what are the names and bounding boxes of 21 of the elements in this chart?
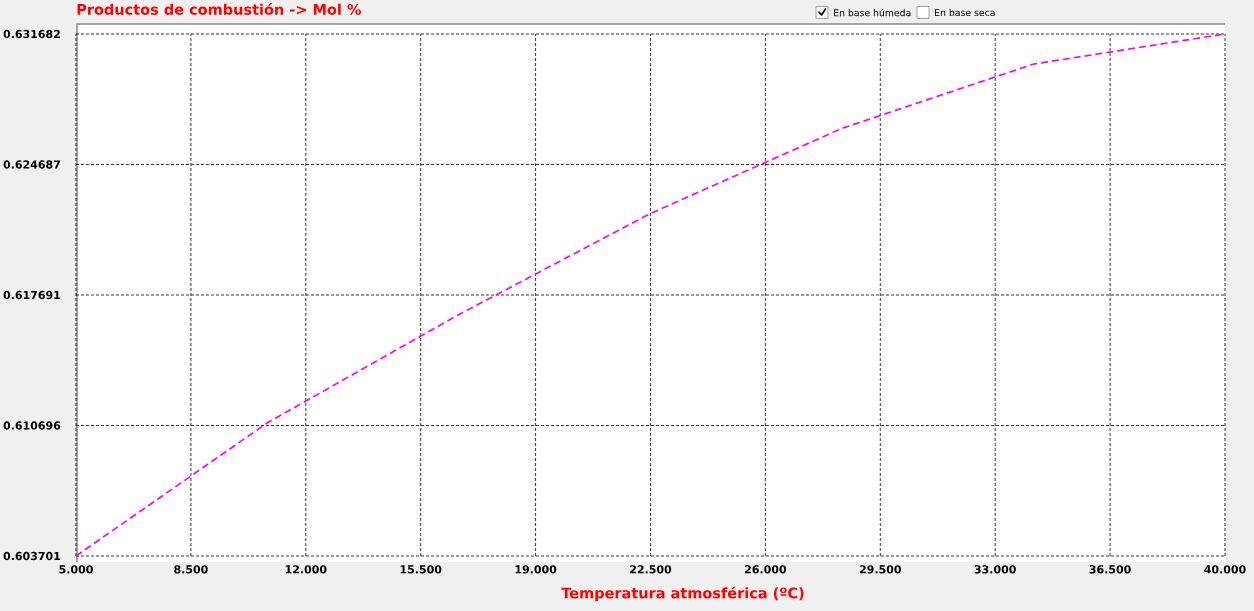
x-tick-label: 36.500	[1089, 565, 1131, 574]
x-tick-label: 26.000	[745, 565, 787, 574]
y-tick-label: 0.610696	[3, 421, 61, 430]
x-tick-label: 29.500	[859, 565, 901, 574]
x-axis-title: Temperatura atmosférica (ºC)	[561, 586, 804, 602]
y-tick-label: 0.631682	[3, 29, 60, 39]
y-tick-label: 0.617691	[3, 290, 61, 300]
x-tick-label: 12.000	[285, 565, 327, 574]
chart-title: Productos de combustión -> Mol %	[77, 3, 361, 15]
x-tick-label: 8.500	[174, 565, 208, 574]
x-tick-label: 19.000	[515, 565, 557, 574]
x-tick-label: 40.000	[1204, 565, 1246, 574]
line-series	[76, 33, 1225, 556]
x-tick-label: 22.500	[630, 565, 672, 574]
y-tick-label: 0.624687	[3, 160, 60, 169]
text: En base húmeda	[834, 8, 911, 17]
text: En base seca	[935, 8, 995, 17]
x-tick-label: 15.500	[400, 565, 442, 574]
x-tick-label: 5.000	[59, 565, 93, 574]
y-tick-label: 0.603701	[3, 551, 61, 561]
x-tick-label: 33.000	[974, 565, 1016, 574]
